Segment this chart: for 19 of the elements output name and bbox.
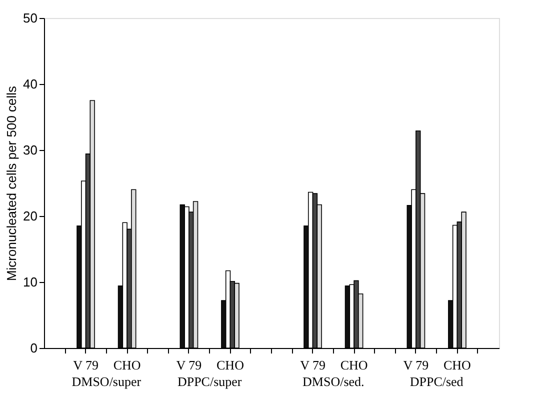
x-tick-label: V 79 [176, 358, 202, 372]
y-tick-label: 30 [23, 142, 38, 158]
x-tick-label: V 79 [300, 358, 326, 372]
y-tick-label: 0 [30, 340, 38, 356]
text: DMSO/super [72, 374, 142, 389]
x-tick-label: V 79 [73, 358, 98, 372]
y-tick-label: 50 [23, 10, 38, 26]
text: DPPC/super [177, 374, 242, 389]
y-tick-label: 10 [23, 274, 38, 290]
x-tick-label: CHO [340, 358, 368, 372]
x-tick-label: V 79 [403, 358, 429, 372]
x-tick-label: CHO [443, 358, 471, 372]
text: DPPC/sed [410, 374, 464, 389]
y-tick-label: 20 [23, 208, 38, 224]
x-tick-label: CHO [113, 358, 141, 372]
text: DMSO/sed. [302, 374, 364, 389]
x-tick-label: CHO [216, 358, 244, 372]
y-tick-label: 40 [23, 76, 38, 92]
y-axis-title: Micronucleated cells per 500 cells [4, 85, 20, 282]
